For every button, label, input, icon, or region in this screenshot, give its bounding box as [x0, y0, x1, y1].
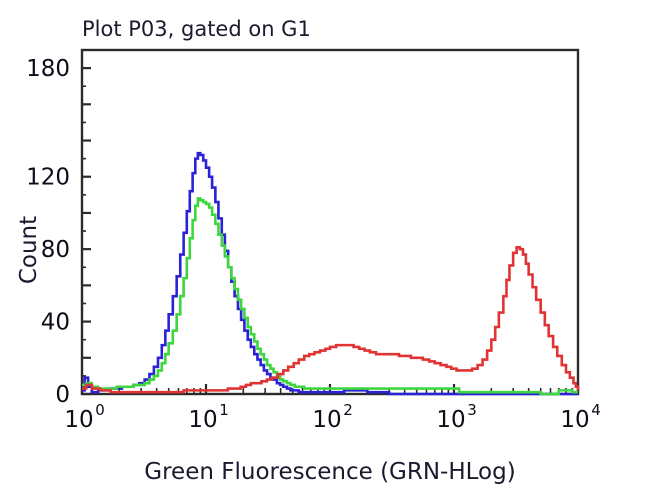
- svg-text:10: 10: [560, 407, 589, 433]
- svg-text:1: 1: [219, 401, 229, 419]
- x-tick-label: 10 2: [312, 401, 352, 433]
- svg-text:10: 10: [312, 407, 341, 433]
- svg-text:0: 0: [95, 401, 105, 419]
- y-tick-label: 120: [26, 165, 70, 191]
- y-tick-label: 0: [55, 382, 70, 408]
- y-axis-ticks: [82, 49, 91, 396]
- x-axis-tick-labels: 10 0 10 1 10 2 10 3 10 4: [64, 401, 600, 433]
- histogram-traces: [82, 151, 580, 396]
- x-tick-label: 10 1: [188, 401, 228, 433]
- x-tick-label: 10 3: [436, 401, 476, 433]
- svg-text:10: 10: [188, 407, 217, 433]
- svg-text:2: 2: [343, 401, 353, 419]
- green-histogram: [82, 197, 578, 396]
- plot-area: [80, 48, 580, 396]
- y-axis-tick-labels: 0 40 80 120 180: [26, 56, 70, 408]
- x-tick-label: 10 4: [560, 401, 600, 433]
- plot-title: Plot P03, gated on G1: [82, 17, 311, 41]
- y-tick-label: 180: [26, 56, 70, 82]
- y-axis-title: Count: [16, 216, 42, 284]
- y-tick-label: 40: [41, 310, 70, 336]
- x-axis-title: Green Fluorescence (GRN-HLog): [144, 459, 515, 485]
- svg-text:10: 10: [64, 407, 93, 433]
- y-tick-label: 80: [41, 237, 70, 263]
- svg-text:3: 3: [467, 401, 477, 419]
- x-tick-label: 10 0: [64, 401, 104, 433]
- svg-text:10: 10: [436, 407, 465, 433]
- svg-text:4: 4: [591, 401, 601, 419]
- red-histogram: [82, 246, 580, 394]
